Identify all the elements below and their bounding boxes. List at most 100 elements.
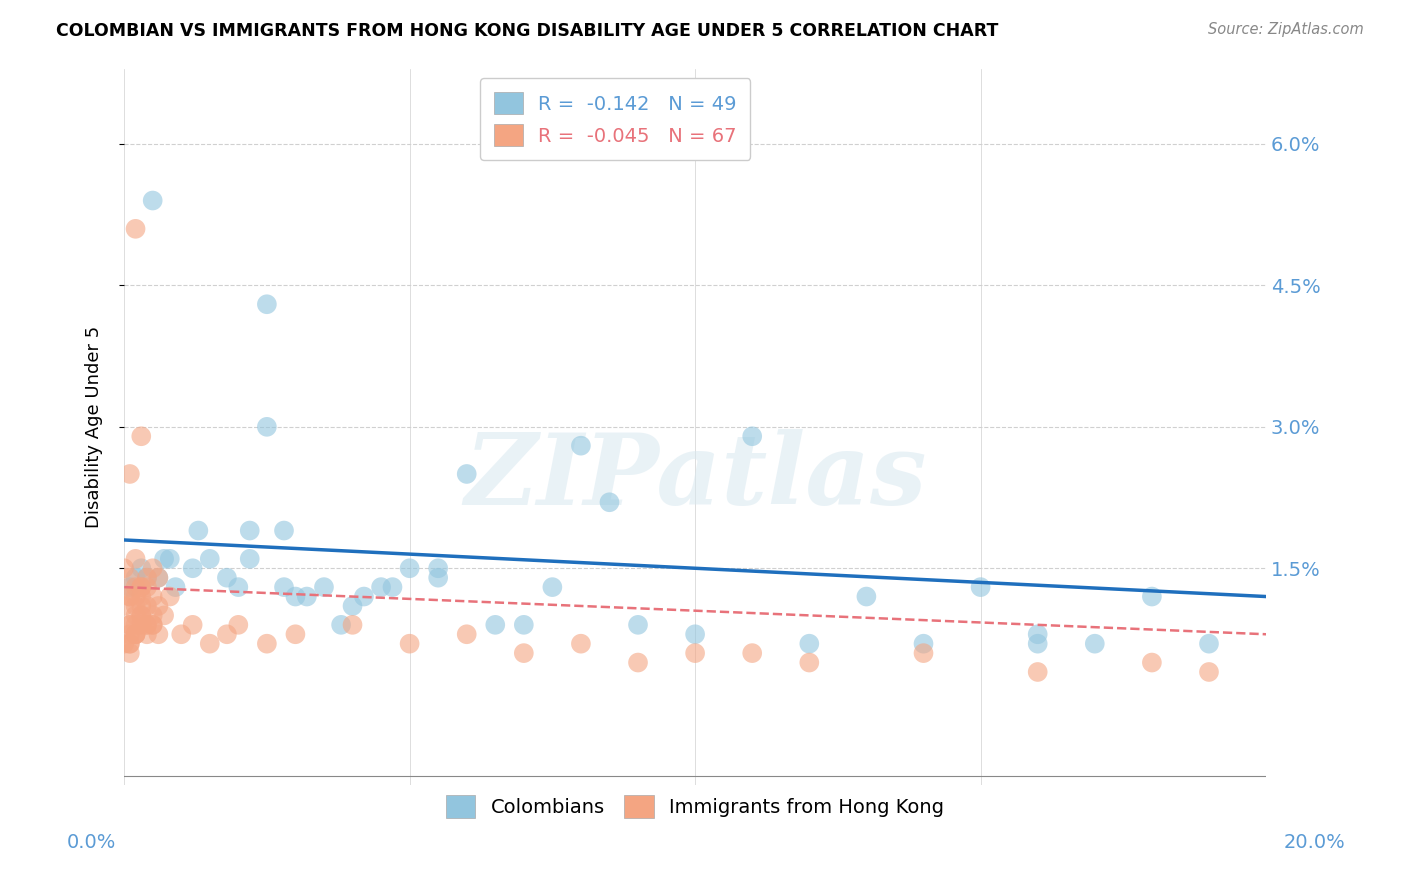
Point [598, 495, 620, 509]
Text: COLOMBIAN VS IMMIGRANTS FROM HONG KONG DISABILITY AGE UNDER 5 CORRELATION CHART: COLOMBIAN VS IMMIGRANTS FROM HONG KONG D… [56, 22, 998, 40]
Point [456, 627, 478, 641]
Point [1198, 637, 1220, 651]
Point [228, 617, 250, 632]
Point [1026, 627, 1049, 641]
Point [142, 590, 165, 604]
Point [124, 590, 146, 604]
Point [124, 617, 146, 632]
Point [627, 617, 650, 632]
Point [627, 656, 650, 670]
Point [129, 599, 152, 613]
Point [136, 571, 159, 585]
Point [129, 561, 152, 575]
Point [398, 561, 420, 575]
Point [142, 617, 165, 632]
Point [398, 637, 420, 651]
Point [969, 580, 991, 594]
Point [118, 637, 141, 651]
Point [159, 590, 181, 604]
Point [187, 524, 209, 538]
Point [228, 580, 250, 594]
Point [284, 590, 307, 604]
Point [427, 571, 450, 585]
Point [129, 580, 152, 594]
Point [136, 617, 159, 632]
Point [118, 627, 141, 641]
Point [912, 637, 935, 651]
Point [1140, 656, 1163, 670]
Text: 0.0%: 0.0% [66, 833, 117, 853]
Point [1026, 637, 1049, 651]
Point [1198, 665, 1220, 679]
Point [153, 551, 176, 566]
Point [124, 627, 146, 641]
Point [181, 617, 204, 632]
Point [456, 467, 478, 481]
Point [256, 419, 278, 434]
Point [1026, 665, 1049, 679]
Point [142, 561, 165, 575]
Point [124, 627, 146, 641]
Point [118, 590, 141, 604]
Point [513, 617, 536, 632]
Point [513, 646, 536, 660]
Point [118, 617, 141, 632]
Point [342, 617, 364, 632]
Point [198, 551, 221, 566]
Point [165, 580, 187, 594]
Point [124, 627, 146, 641]
Text: 20.0%: 20.0% [1284, 833, 1346, 853]
Point [148, 571, 170, 585]
Point [153, 608, 176, 623]
Point [370, 580, 392, 594]
Point [569, 439, 592, 453]
Point [683, 646, 706, 660]
Point [142, 617, 165, 632]
Point [353, 590, 375, 604]
Point [295, 590, 318, 604]
Point [124, 580, 146, 594]
Point [118, 617, 141, 632]
Point [215, 571, 238, 585]
Point [427, 561, 450, 575]
Point [129, 429, 152, 443]
Point [741, 429, 763, 443]
Point [181, 561, 204, 575]
Text: Source: ZipAtlas.com: Source: ZipAtlas.com [1208, 22, 1364, 37]
Point [1140, 590, 1163, 604]
Point [129, 590, 152, 604]
Point [569, 637, 592, 651]
Point [741, 646, 763, 660]
Point [118, 571, 141, 585]
Point [142, 608, 165, 623]
Point [284, 627, 307, 641]
Point [799, 637, 821, 651]
Point [124, 599, 146, 613]
Point [312, 580, 335, 594]
Point [129, 617, 152, 632]
Point [912, 646, 935, 660]
Point [855, 590, 877, 604]
Point [683, 627, 706, 641]
Point [136, 599, 159, 613]
Point [112, 599, 135, 613]
Point [136, 617, 159, 632]
Point [124, 222, 146, 236]
Y-axis label: Disability Age Under 5: Disability Age Under 5 [86, 326, 103, 528]
Point [129, 580, 152, 594]
Point [136, 580, 159, 594]
Point [239, 524, 262, 538]
Point [256, 637, 278, 651]
Point [198, 637, 221, 651]
Point [129, 608, 152, 623]
Point [112, 637, 135, 651]
Legend: Colombians, Immigrants from Hong Kong: Colombians, Immigrants from Hong Kong [439, 788, 952, 826]
Point [342, 599, 364, 613]
Point [381, 580, 404, 594]
Point [118, 580, 141, 594]
Point [148, 627, 170, 641]
Point [124, 551, 146, 566]
Point [118, 590, 141, 604]
Point [118, 637, 141, 651]
Point [1084, 637, 1107, 651]
